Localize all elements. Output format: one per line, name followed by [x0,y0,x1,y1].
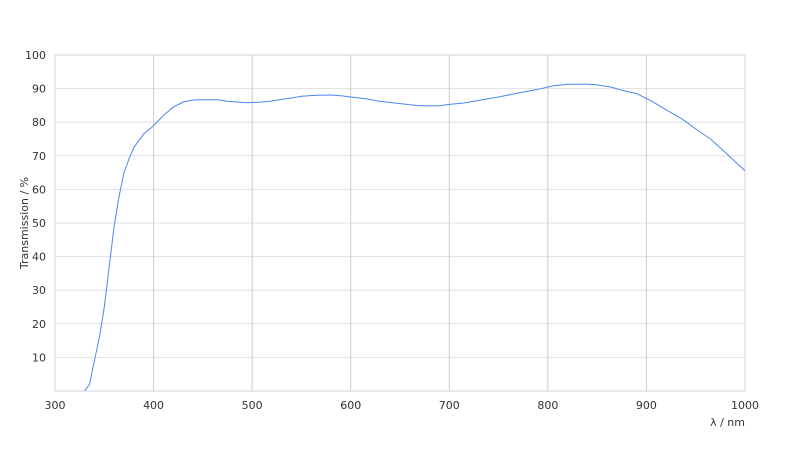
y-tick-label: 50 [32,217,46,230]
y-tick-label: 40 [32,251,46,264]
y-tick-label: 100 [25,49,46,62]
y-tick-label: 30 [32,284,46,297]
y-tick-label: 10 [32,351,46,364]
y-tick-label: 70 [32,150,46,163]
x-tick-label: 400 [143,399,164,412]
x-tick-label: 300 [45,399,66,412]
grid [54,54,746,392]
y-axis-label: Transmission / % [18,177,31,270]
x-axis-label: λ / nm [710,416,745,429]
y-tick-label: 20 [32,318,46,331]
series-line [84,83,746,392]
x-tick-label: 500 [242,399,263,412]
x-tick-label: 700 [439,399,460,412]
x-tick-label: 600 [340,399,361,412]
plot-frame [54,54,746,392]
y-tick-label: 80 [32,116,46,129]
x-tick-label: 800 [537,399,558,412]
y-tick-label: 90 [32,83,46,96]
y-tick-label: 60 [32,183,46,196]
tick-labels: 10 20 30 40 50 60 70 80 90 100 300 400 500 600 700 800 9… [25,49,759,412]
x-tick-label: 900 [636,399,657,412]
x-tick-label: 1000 [731,399,759,412]
